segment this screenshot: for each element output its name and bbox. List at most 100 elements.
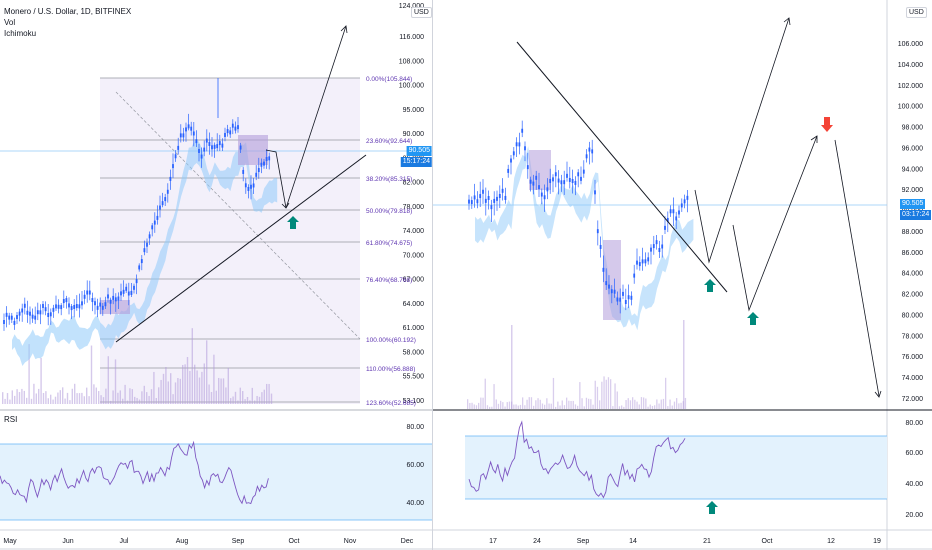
arrow-head [340, 25, 348, 34]
volume-bar [563, 405, 566, 409]
candle-body [101, 305, 104, 310]
candle-body [552, 177, 554, 182]
volume-bar [574, 404, 577, 409]
candle-body [164, 197, 167, 202]
candle-body [83, 294, 86, 299]
volume-bar [126, 400, 129, 404]
candle-body [658, 248, 661, 253]
time-axis-label: 17 [489, 538, 497, 545]
volume-bar [57, 392, 59, 404]
volume-bar [541, 403, 544, 409]
volume-bar [500, 400, 502, 409]
candle-body [482, 189, 484, 194]
volume-bar [107, 356, 109, 404]
volume-bar [230, 398, 232, 404]
last-price-tag: 90.505 [406, 146, 432, 156]
volume-bar [665, 377, 667, 409]
volume-bar [482, 397, 484, 409]
volume-bar [237, 400, 239, 404]
price-axis-label: 74.000 [902, 375, 924, 382]
volume-bar [16, 389, 18, 404]
candle-body [650, 247, 652, 252]
candle-body [540, 192, 543, 197]
volume-bar [645, 398, 647, 409]
volume-bar [131, 389, 133, 404]
volume-bar [495, 399, 497, 409]
volume-bar [136, 397, 138, 404]
right-chart-pane[interactable]: 106.000 104.000 102.000 100.000 98.000 96.000… [433, 0, 932, 550]
ichimoku-indicator-label[interactable]: Ichimoku [4, 29, 37, 38]
volume-bar [266, 383, 268, 404]
currency-badge-right[interactable]: USD [906, 7, 927, 18]
volume-bar [557, 401, 559, 409]
right-chart-canvas[interactable]: 106.000 104.000 102.000 100.000 98.000 96.000… [433, 0, 932, 550]
volume-bar [232, 396, 234, 404]
volume-bar [517, 405, 519, 409]
volume-bar [66, 392, 69, 404]
volume-bar [71, 388, 73, 404]
volume-bar [208, 384, 210, 404]
volume-bar [215, 390, 217, 404]
price-axis-label: 82.000 [403, 180, 425, 187]
candle-body [510, 158, 512, 163]
arrow-head [281, 202, 290, 209]
left-chart-pane[interactable]: 116.000108.000100.00095.00090.00086.0008… [0, 0, 433, 550]
left-chart-canvas[interactable]: 116.000108.000100.00095.00090.00086.0008… [0, 0, 432, 550]
volume-bar [33, 383, 35, 404]
bar-countdown-tag: 15:17:24 [400, 157, 432, 167]
volume-bar [486, 405, 489, 409]
candle-body [94, 301, 96, 306]
volume-bar [667, 406, 669, 409]
projection-path [732, 135, 818, 312]
price-axis-label: 88.000 [902, 229, 924, 236]
candle-body [39, 310, 42, 315]
candle-body [549, 178, 552, 183]
candle-body [70, 306, 73, 311]
time-axis-label: Jul [120, 538, 129, 545]
candle-body [616, 297, 619, 302]
candle-body [582, 169, 585, 174]
volume-bar [561, 400, 563, 409]
candle-body [680, 203, 683, 208]
rsi-band [0, 444, 432, 520]
volume-bar [251, 387, 253, 404]
currency-badge[interactable]: USD [411, 7, 432, 18]
price-axis-label: 104.000 [898, 62, 923, 69]
candle-body [88, 290, 91, 295]
price-axis-label: 67.000 [403, 277, 425, 284]
candle-body [263, 161, 265, 166]
volume-bar [124, 384, 126, 404]
volume-indicator-label[interactable]: Vol [4, 18, 16, 27]
candle-body [591, 149, 594, 154]
candle-body [65, 298, 68, 303]
symbol-title[interactable]: Monero / U.S. Dollar, 1D, BITFINEX [4, 7, 132, 16]
price-axis-label: 72.000 [902, 396, 924, 403]
time-axis-label: 14 [629, 538, 637, 545]
volume-bar [471, 402, 473, 409]
candle-body [138, 265, 141, 270]
candle-body [529, 179, 532, 184]
volume-bar [605, 379, 607, 409]
volume-bar [162, 373, 165, 404]
resistance-trend-line [516, 41, 728, 293]
volume-bar [473, 404, 475, 409]
volume-bar [194, 364, 196, 404]
candle-body [686, 195, 689, 200]
candle-body [213, 144, 216, 149]
ichimoku-cloud [475, 146, 694, 331]
candle-body [493, 198, 496, 203]
volume-bar [258, 396, 261, 404]
volume-bar [210, 391, 213, 404]
volume-bar [632, 397, 634, 409]
volume-bar [504, 406, 506, 409]
volume-bar [590, 399, 592, 409]
volume-bar [93, 384, 95, 404]
rsi-indicator-label[interactable]: RSI [4, 415, 18, 424]
volume-bar [203, 363, 205, 404]
candle-body [571, 179, 574, 184]
volume-bar [506, 402, 508, 409]
volume-bar [515, 404, 517, 409]
volume-bar [566, 397, 568, 409]
candle-body [81, 301, 83, 306]
volume-bar [568, 400, 570, 409]
